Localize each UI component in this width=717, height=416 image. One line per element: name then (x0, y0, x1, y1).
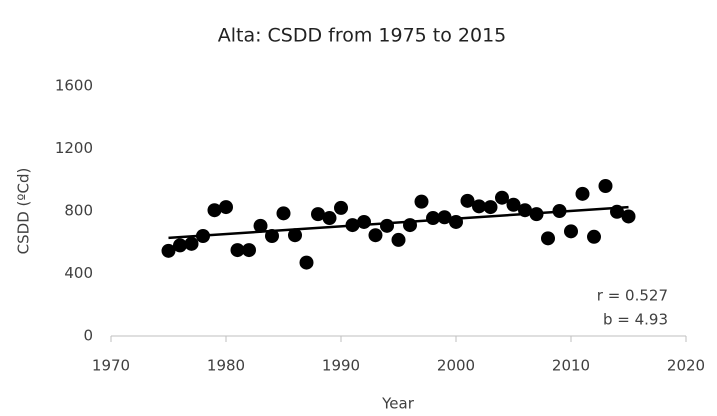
x-tick-label: 2010 (552, 357, 590, 375)
x-tick-label: 1990 (322, 357, 360, 375)
point (564, 224, 578, 239)
point (495, 190, 509, 205)
point (265, 229, 279, 243)
y-tick-label: 800 (64, 202, 93, 220)
point (391, 232, 406, 247)
point (161, 243, 176, 258)
point (253, 218, 268, 233)
point (173, 238, 187, 253)
point (311, 207, 325, 222)
point (483, 200, 498, 215)
point (587, 229, 601, 244)
x-tick-label: 2020 (667, 357, 705, 375)
point (184, 236, 199, 251)
point (414, 194, 429, 209)
trendline (168, 205, 629, 240)
point (598, 179, 613, 193)
point (334, 200, 348, 215)
x-tick-label: 2000 (437, 357, 475, 375)
x-tick-label: 1970 (92, 357, 130, 375)
annotation: r = 0.527 (597, 287, 668, 305)
point (506, 197, 521, 212)
annotation: b = 4.93 (603, 311, 668, 329)
point (357, 214, 371, 229)
point (449, 214, 463, 229)
point (299, 255, 314, 270)
y-tick-label: 1600 (55, 77, 93, 95)
point (380, 218, 394, 233)
y-tick-label: 0 (83, 327, 93, 345)
point (368, 228, 383, 243)
point (621, 209, 636, 224)
x-tick-label: 1980 (207, 357, 245, 375)
point (460, 193, 475, 208)
point (276, 206, 291, 221)
point (541, 231, 555, 246)
point (207, 203, 222, 218)
x-axis-label: Year (381, 395, 415, 413)
y-tick-label: 400 (64, 264, 93, 282)
point (288, 228, 302, 243)
chart-title: Alta: CSDD from 1975 to 2015 (218, 25, 507, 47)
point (322, 211, 337, 226)
y-tick-label: 1200 (55, 139, 93, 157)
point (219, 200, 233, 215)
point (230, 243, 245, 258)
point (472, 199, 486, 214)
y-axis-label: CSDD (ºCd) (15, 168, 33, 255)
point (575, 186, 590, 201)
point (242, 243, 256, 258)
